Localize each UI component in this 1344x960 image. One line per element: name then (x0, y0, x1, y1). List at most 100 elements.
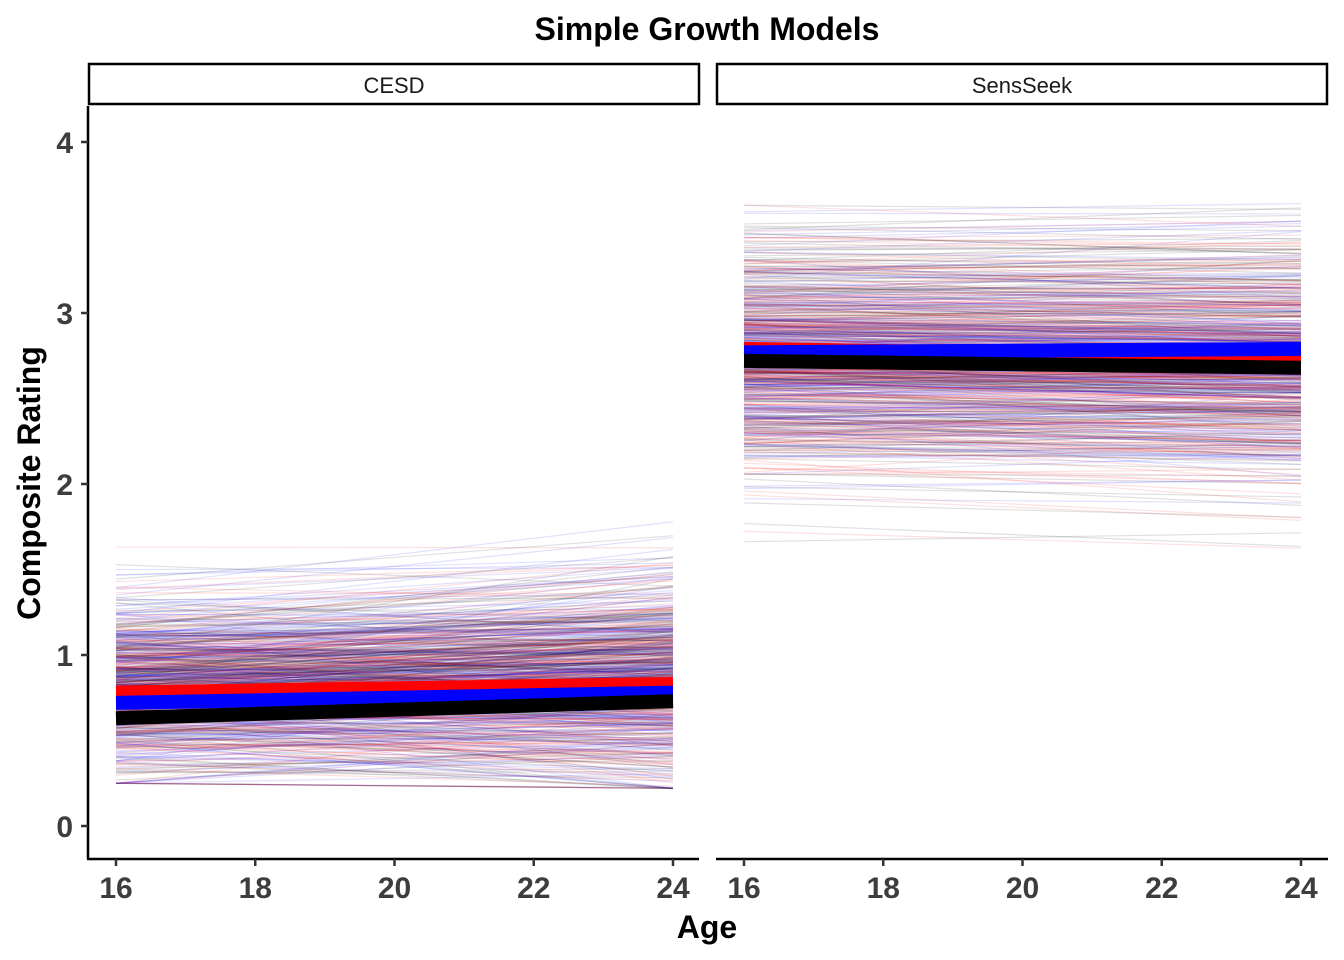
individual-line (743, 405, 1302, 411)
individual-line (115, 729, 674, 735)
individual-line (115, 742, 674, 784)
individual-line (743, 414, 1302, 445)
individual-line (743, 498, 1302, 504)
individual-line (743, 403, 1302, 417)
individual-line (115, 602, 674, 622)
individual-line (115, 647, 674, 659)
individual-line (743, 314, 1302, 324)
individual-line (743, 316, 1302, 330)
individual-line (743, 338, 1302, 342)
individual-line (743, 370, 1302, 379)
individual-line (115, 604, 674, 625)
individual-line (743, 369, 1302, 393)
panel-sensseek (743, 202, 1302, 549)
individual-line (743, 317, 1302, 326)
individual-line (115, 651, 674, 658)
individual-line (115, 578, 674, 615)
individual-line (743, 371, 1302, 382)
individual-line (115, 642, 674, 664)
individual-line (115, 610, 674, 672)
individual-line (743, 443, 1302, 481)
individual-line (743, 263, 1302, 271)
individual-line (115, 653, 674, 659)
individual-line (115, 620, 674, 627)
individual-line (743, 385, 1302, 417)
individual-line (115, 661, 674, 678)
individual-line (743, 334, 1302, 345)
individual-line (115, 620, 674, 657)
individual-line (115, 535, 674, 580)
individual-line (115, 650, 674, 671)
individual-line (115, 672, 674, 678)
individual-line (743, 260, 1302, 295)
individual-line (743, 267, 1302, 288)
individual-line (743, 273, 1302, 280)
individual-line (115, 782, 674, 789)
individual-line (115, 596, 674, 665)
individual-line (743, 387, 1302, 421)
individual-line (743, 403, 1302, 432)
individual-line (743, 329, 1302, 343)
individual-line (743, 421, 1302, 448)
individual-line (115, 648, 674, 660)
strip-sensseek (715, 62, 1329, 106)
individual-line (115, 639, 674, 643)
individual-line (115, 670, 674, 676)
x-tick-label-cesd: 22 (517, 872, 550, 905)
individual-line (743, 260, 1302, 294)
individual-line (115, 782, 674, 789)
individual-line (115, 589, 674, 636)
individual-line (743, 373, 1302, 398)
individual-line (115, 731, 674, 763)
individual-line (743, 231, 1302, 280)
individual-line (743, 455, 1302, 458)
individual-line (115, 618, 674, 696)
individual-line (743, 377, 1302, 386)
individual-line (115, 645, 674, 680)
individual-line (743, 294, 1302, 307)
individual-line (115, 624, 674, 658)
individual-line (743, 296, 1302, 302)
individual-line (743, 454, 1302, 466)
individual-line (743, 233, 1302, 255)
individual-line (743, 327, 1302, 343)
individual-line (115, 587, 674, 626)
individual-line (115, 751, 674, 778)
individual-line (743, 270, 1302, 282)
individual-line (115, 586, 674, 625)
individual-lines-cesd (115, 521, 674, 789)
individual-line (743, 310, 1302, 313)
individual-line (743, 286, 1302, 297)
individual-line (743, 258, 1302, 265)
individual-line (115, 723, 674, 733)
individual-line (115, 636, 674, 674)
individual-line (115, 741, 674, 759)
individual-line (115, 670, 674, 685)
individual-line (115, 612, 674, 648)
individual-line (743, 407, 1302, 425)
individual-line (743, 323, 1302, 330)
individual-line (115, 670, 674, 678)
individual-line (115, 734, 674, 760)
individual-line (743, 331, 1302, 335)
individual-line (743, 319, 1302, 335)
individual-line (115, 637, 674, 649)
individual-line (115, 726, 674, 747)
individual-line (743, 304, 1302, 338)
individual-line (743, 289, 1302, 306)
individual-line (115, 743, 674, 775)
individual-line (115, 562, 674, 620)
individual-line (743, 302, 1302, 306)
individual-line (743, 374, 1302, 387)
individual-line (743, 377, 1302, 398)
individual-line (743, 283, 1302, 313)
individual-line (115, 747, 674, 769)
individual-line (115, 636, 674, 651)
individual-line (115, 723, 674, 739)
individual-line (115, 608, 674, 670)
individual-line (743, 294, 1302, 304)
individual-line (115, 631, 674, 634)
individual-line (115, 631, 674, 673)
individual-line (743, 214, 1302, 225)
individual-line (743, 447, 1302, 451)
